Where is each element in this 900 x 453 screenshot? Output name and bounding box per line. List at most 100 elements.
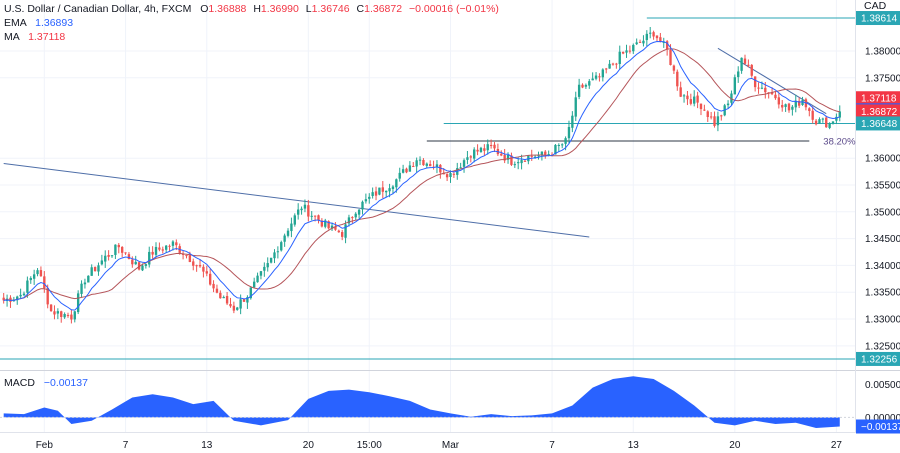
time-tick-label: Feb xyxy=(36,440,54,451)
candle-body xyxy=(564,138,567,144)
candle xyxy=(713,111,716,128)
candle xyxy=(361,200,364,215)
candle xyxy=(821,117,825,123)
candle xyxy=(242,298,246,302)
candle xyxy=(489,139,493,149)
candle-body xyxy=(286,230,290,236)
candle xyxy=(750,63,753,78)
price-tag-text: 1.32256 xyxy=(861,354,898,365)
candle xyxy=(706,110,709,122)
candle-body xyxy=(134,261,137,265)
candle xyxy=(337,229,340,233)
candle xyxy=(628,45,632,54)
candle-body xyxy=(676,71,679,87)
candle-body xyxy=(388,188,391,192)
candle-body xyxy=(310,215,313,217)
candle xyxy=(249,287,252,300)
candle xyxy=(12,296,16,302)
candle-body xyxy=(445,174,449,178)
candle-body xyxy=(225,295,229,304)
candle-body xyxy=(774,94,777,99)
candle xyxy=(398,167,401,182)
candle xyxy=(181,251,185,260)
candle xyxy=(537,151,540,160)
candle xyxy=(588,79,591,89)
price-tag-bg xyxy=(856,11,900,26)
candle-body xyxy=(747,64,750,66)
candle-body xyxy=(652,32,655,37)
candle xyxy=(584,83,588,89)
price-tick-label: 1.38000 xyxy=(865,46,900,57)
candle-body xyxy=(449,173,452,178)
candle xyxy=(368,193,371,204)
candle-body xyxy=(148,251,151,265)
candle-body xyxy=(22,293,26,296)
candle-body xyxy=(523,160,527,162)
candle xyxy=(354,212,357,221)
candle-body xyxy=(787,103,791,111)
candle xyxy=(445,173,449,182)
candle-body xyxy=(601,69,605,78)
candle xyxy=(740,57,743,74)
candle-body xyxy=(520,160,523,164)
candle xyxy=(117,243,120,254)
candle-body xyxy=(175,242,178,246)
high-key: H xyxy=(253,3,261,15)
candle-body xyxy=(770,92,774,95)
candle xyxy=(645,30,649,47)
candle-body xyxy=(628,50,632,52)
candle-body xyxy=(141,265,144,271)
candle xyxy=(432,160,435,170)
candle-body xyxy=(273,252,276,259)
ema-line xyxy=(3,41,840,311)
candle xyxy=(32,269,36,285)
candle-body xyxy=(26,280,29,293)
candle xyxy=(401,164,405,174)
candle xyxy=(87,275,90,283)
candle-body xyxy=(208,273,212,285)
candle xyxy=(608,59,611,69)
candle-body xyxy=(242,298,246,302)
candle xyxy=(307,199,310,222)
candle-body xyxy=(479,147,483,152)
candle xyxy=(131,256,134,268)
candle-body xyxy=(750,64,753,76)
candle-body xyxy=(425,163,428,166)
candle-body xyxy=(405,168,408,173)
candle-body xyxy=(192,261,195,266)
candle-body xyxy=(9,297,12,302)
candle xyxy=(804,97,808,111)
candle-body xyxy=(753,76,757,88)
ema-label: EMA xyxy=(4,17,27,29)
candle-body xyxy=(693,96,696,104)
price-tick-label: 1.33500 xyxy=(865,288,900,299)
candle-body xyxy=(662,41,665,43)
candle xyxy=(317,214,320,224)
price-tag-text: 1.38614 xyxy=(861,14,898,25)
candle xyxy=(22,291,26,297)
candle xyxy=(158,242,161,252)
candle xyxy=(340,229,344,241)
candle-body xyxy=(80,283,83,294)
candle xyxy=(567,120,571,145)
candle-body xyxy=(801,100,804,105)
candle-body xyxy=(263,266,266,271)
candle xyxy=(598,73,601,82)
time-tick-label: 7 xyxy=(549,440,555,451)
candle-body xyxy=(689,99,693,104)
candle-body xyxy=(296,209,300,215)
price-tag-horizontal-line: 1.36648 xyxy=(856,116,900,131)
candle xyxy=(276,246,280,259)
candle-body xyxy=(293,215,296,225)
candle-body xyxy=(185,255,188,257)
candle xyxy=(63,312,66,319)
candle-body xyxy=(814,120,818,125)
candle-body xyxy=(571,115,574,128)
candle xyxy=(774,91,777,100)
candle xyxy=(655,35,659,42)
candle-body xyxy=(669,49,672,66)
candle xyxy=(615,62,618,69)
ma-value: 1.37118 xyxy=(28,31,66,43)
candle-body xyxy=(60,311,63,317)
